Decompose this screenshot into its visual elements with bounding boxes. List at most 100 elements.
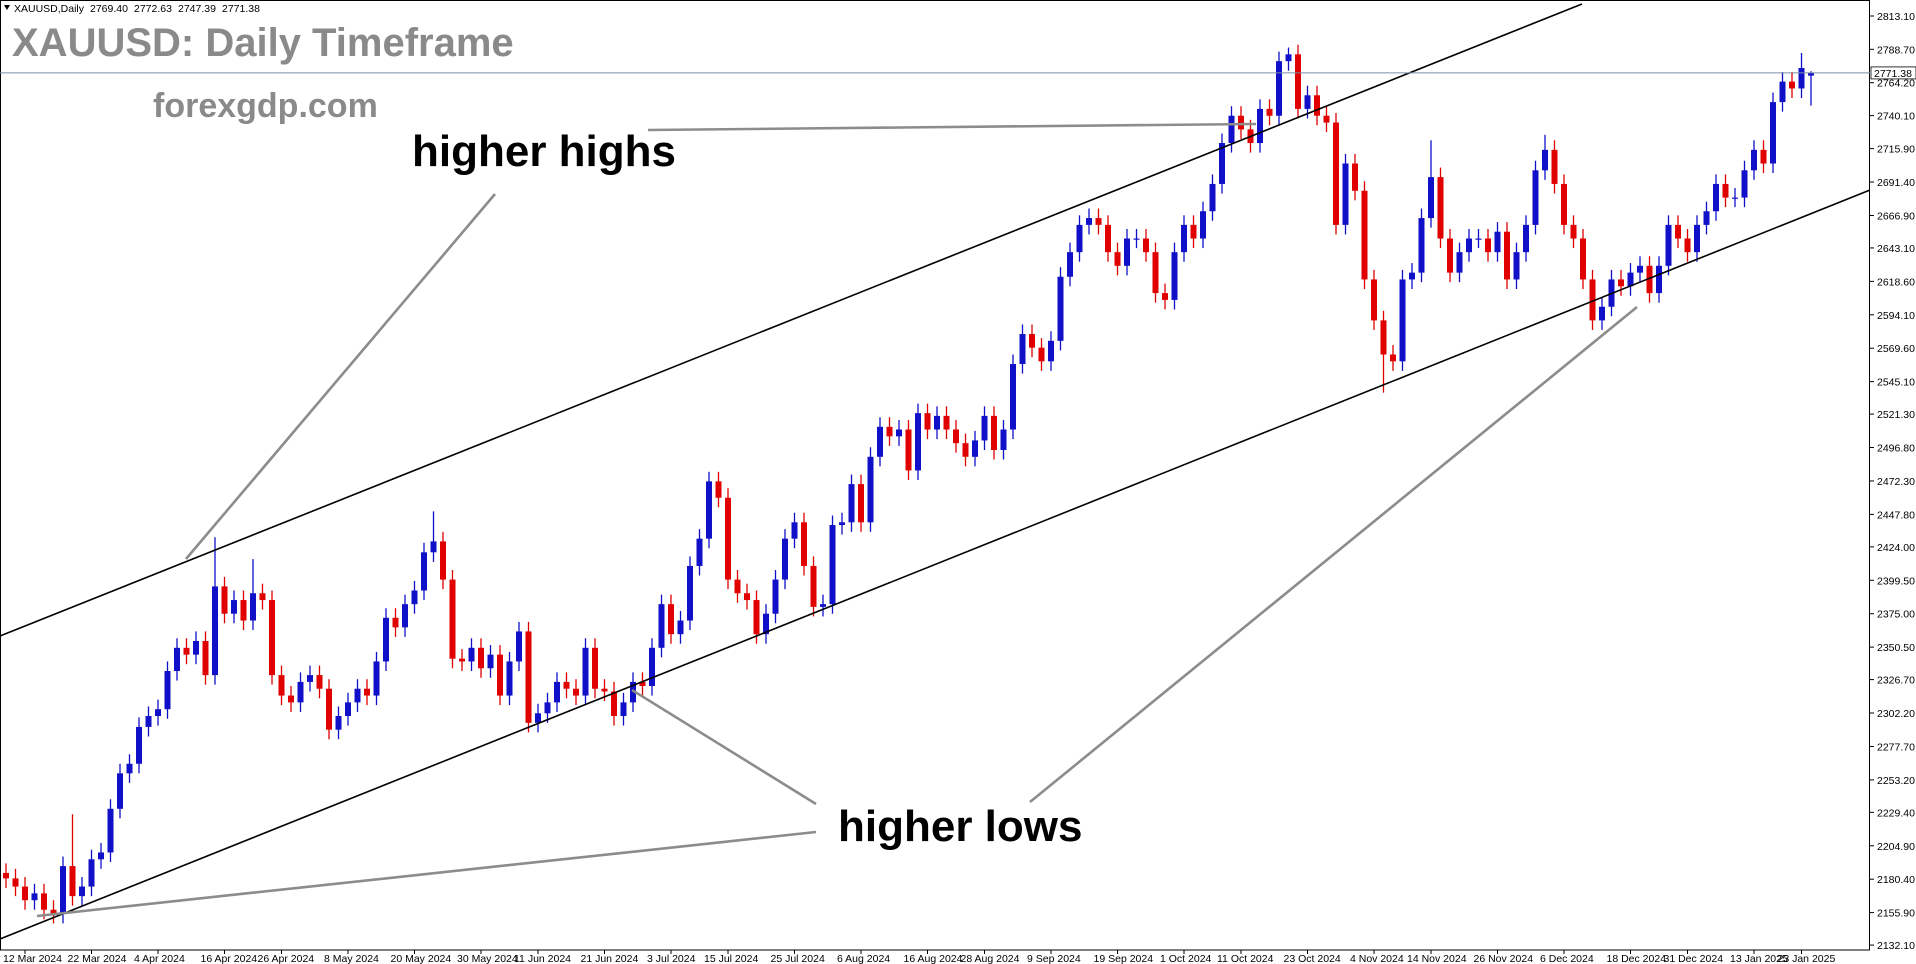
candle-body: [1770, 102, 1776, 164]
candle-body: [1266, 108, 1273, 116]
x-tick-label: 9 Sep 2024: [1027, 953, 1081, 964]
candle-body: [31, 893, 38, 901]
candle-body: [1409, 272, 1415, 280]
candle-body: [1361, 190, 1368, 280]
candle-body: [1485, 238, 1491, 253]
candle-body: [1447, 238, 1453, 273]
candle-body: [155, 709, 161, 717]
x-tick-label: 16 Aug 2024: [904, 953, 963, 964]
candle-body: [1589, 279, 1596, 321]
candle-body: [354, 688, 361, 703]
candle-body: [1694, 224, 1700, 253]
y-tick-label: 2399.50: [1877, 575, 1915, 587]
candle-body: [1494, 231, 1501, 253]
y-tick-label: 2618.60: [1877, 276, 1915, 288]
candle-body: [1722, 183, 1729, 198]
pointer: [1029, 305, 1638, 804]
price-tag: [1870, 66, 1916, 80]
pointer: [631, 688, 817, 806]
y-tick-label: 2496.80: [1877, 443, 1915, 455]
candle-body: [1323, 115, 1330, 123]
candle-body: [421, 552, 427, 591]
candle-body: [1751, 149, 1757, 171]
candle-body: [440, 541, 446, 580]
candle-body: [1713, 183, 1719, 212]
candle-body: [1285, 54, 1292, 62]
candle-body: [1086, 218, 1092, 225]
candle-body: [1684, 238, 1691, 253]
chart-title: XAUUSD: Daily Timeframe: [12, 21, 514, 65]
candle-body: [1171, 252, 1178, 300]
candle-body: [535, 713, 541, 723]
y-tick-label: 2277.70: [1877, 741, 1915, 753]
x-tick-label: 26 Nov 2024: [1474, 953, 1534, 964]
candle-body: [98, 852, 104, 860]
candle-body: [107, 808, 114, 853]
candle-body: [411, 590, 418, 605]
x-tick-label: 31 Dec 2024: [1664, 953, 1724, 964]
annotation-pointers: [36, 122, 1638, 918]
candle-body: [1162, 293, 1168, 300]
candle-body: [734, 579, 741, 594]
lower-channel-line: [0, 189, 1871, 940]
candle-body: [772, 579, 779, 614]
x-tick-label: 22 Mar 2024: [68, 953, 127, 964]
candle-body: [1513, 252, 1520, 280]
candle-body: [1627, 272, 1634, 287]
x-tick-label: 28 Aug 2024: [961, 953, 1020, 964]
y-tick-label: 2447.80: [1877, 509, 1915, 521]
candle-body: [193, 640, 199, 655]
y-tick-label: 2545.10: [1877, 377, 1915, 389]
candle-body: [725, 497, 731, 580]
candle-body: [544, 702, 551, 714]
candle-body: [867, 456, 874, 523]
pointer: [647, 122, 1257, 132]
candle-body: [1789, 81, 1795, 89]
candle-body: [763, 613, 769, 635]
header-symbol: XAUUSD,Daily: [14, 3, 85, 15]
candle-body: [516, 631, 522, 662]
y-tick-label: 2715.90: [1877, 144, 1915, 156]
candle-body: [1048, 340, 1054, 362]
y-tick-label: 2813.10: [1877, 11, 1915, 23]
candle-body: [1675, 224, 1681, 239]
pointer: [36, 830, 817, 918]
price-tag-label: 2771.38: [1874, 68, 1912, 80]
upper-channel-line: [0, 3, 1583, 637]
candle-body: [573, 688, 579, 696]
candle-body: [1380, 320, 1387, 355]
candle-body: [307, 675, 313, 682]
candle-body: [497, 654, 503, 696]
candle-body: [715, 481, 722, 498]
candle-body: [1475, 238, 1482, 240]
candle-body: [1808, 72, 1814, 76]
candle-body: [668, 604, 674, 635]
candle-body: [269, 600, 275, 676]
y-tick-label: 2691.40: [1877, 177, 1915, 189]
candle-body: [1143, 238, 1149, 253]
candle-body: [1665, 224, 1672, 266]
candle-body: [972, 440, 978, 457]
candle-body: [506, 661, 513, 696]
candle-body: [1238, 115, 1244, 130]
candle-body: [259, 593, 266, 601]
candle-body: [69, 866, 76, 897]
candle-body: [1599, 306, 1605, 321]
x-tick-label: 26 Apr 2024: [258, 953, 315, 964]
candle-body: [240, 600, 247, 621]
candle-body: [1703, 211, 1710, 225]
candle-body: [915, 413, 921, 471]
candle-body: [1741, 170, 1748, 198]
candle-body: [1200, 211, 1206, 239]
y-tick-label: 2521.30: [1877, 409, 1915, 421]
candle-body: [50, 909, 57, 914]
y-tick-label: 2302.20: [1877, 708, 1915, 720]
candle-body: [525, 631, 532, 723]
x-tick-label: 11 Jun 2024: [514, 953, 571, 964]
candle-body: [820, 604, 826, 607]
candle-body: [943, 415, 950, 430]
candle-body: [1760, 149, 1767, 164]
candle-body: [12, 878, 19, 887]
candle-body: [335, 716, 342, 730]
